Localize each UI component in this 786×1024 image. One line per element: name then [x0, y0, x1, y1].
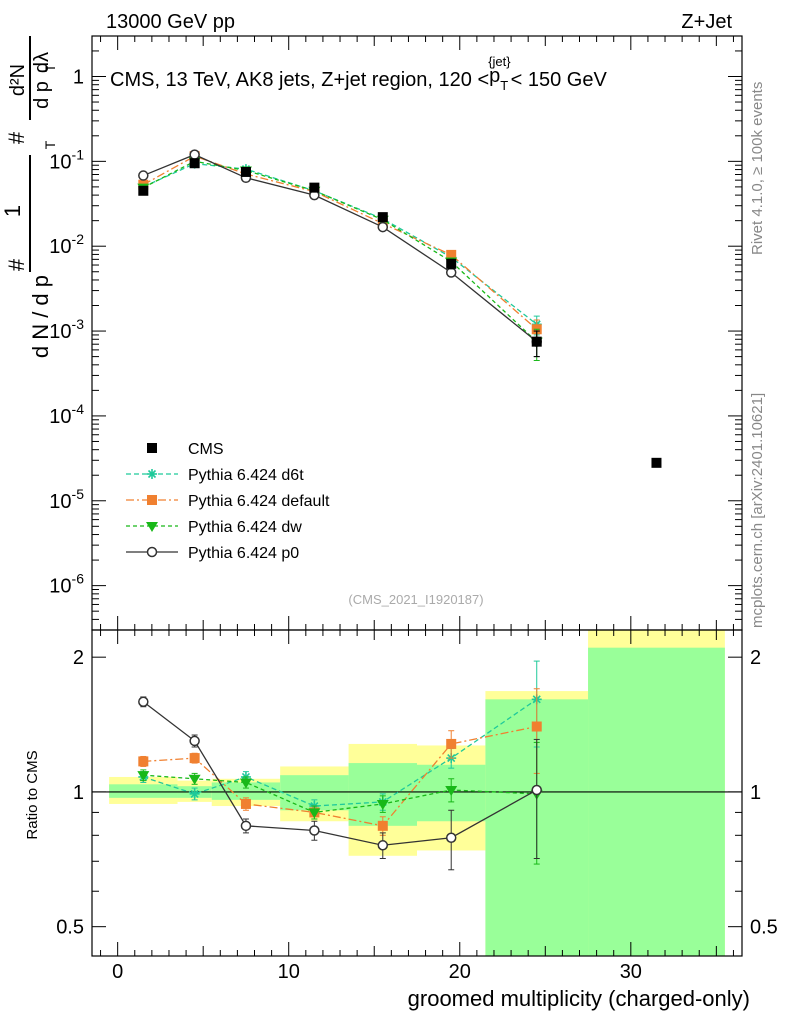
svg-text:1: 1 — [0, 205, 25, 217]
legend-label: Pythia 6.424 d6t — [188, 467, 304, 484]
x-tick-label: 20 — [449, 961, 471, 983]
legend-entry: Pythia 6.424 default — [126, 493, 330, 510]
svg-text:dλ: dλ — [31, 52, 53, 73]
ratio-point — [138, 696, 149, 708]
legend-entry: CMS — [147, 441, 224, 458]
data-point — [138, 170, 149, 181]
legend-entry: Pythia 6.424 p0 — [126, 545, 299, 562]
ratio-point — [446, 738, 457, 749]
rivet-label: Rivet 4.1.0, ≥ 100k events — [749, 82, 766, 255]
ratio-band-green — [588, 647, 725, 956]
data-point — [446, 249, 457, 260]
ratio-ylabel: Ratio to CMS — [24, 750, 41, 839]
legend-entry: Pythia 6.424 d6t — [126, 467, 304, 484]
svg-text:T: T — [42, 140, 58, 149]
ratio-band-green — [109, 784, 178, 798]
svg-text:#: # — [4, 258, 29, 271]
ratio-y-tick-label-right: 1 — [750, 782, 761, 804]
data-point — [189, 158, 200, 169]
svg-text:d N / d p: d N / d p — [28, 275, 53, 358]
ratio-point — [445, 785, 458, 796]
x-axis-label: groomed multiplicity (charged-only) — [408, 986, 750, 1011]
ratio-point — [308, 808, 321, 819]
legend-label: CMS — [188, 441, 224, 458]
marker-stroke — [190, 789, 199, 798]
ratio-point — [376, 799, 389, 810]
series-line — [142, 155, 538, 330]
ratio-point — [189, 753, 200, 764]
data-point — [651, 457, 662, 468]
ratio-y-tick-label: 2 — [73, 647, 84, 669]
ratio-point — [137, 771, 150, 782]
legend-entry: Pythia 6.424 dw — [126, 519, 302, 536]
main-ylabel: # 1 d N / d p T # d²N d p T dλ — [0, 36, 58, 358]
ratio-point — [531, 721, 542, 732]
ratio-point — [377, 820, 388, 831]
data-point — [377, 212, 388, 223]
x-tick-label: 30 — [620, 961, 642, 983]
marker-stroke — [147, 469, 157, 479]
ratio-frame — [91, 629, 743, 957]
svg-text:#: # — [4, 131, 29, 144]
series-pythia-6-424-d6t — [138, 158, 542, 813]
x-tick-label: 0 — [112, 961, 123, 983]
legend-label: Pythia 6.424 p0 — [188, 545, 299, 562]
ratio-point — [240, 820, 252, 832]
data-point — [189, 149, 200, 160]
main-y-tick-label: 10-3 — [49, 316, 84, 343]
main-y-tick-label: 10-6 — [49, 571, 84, 598]
header-left: 13000 GeV pp — [106, 11, 235, 33]
ratio-y-tick-label: 1 — [73, 782, 84, 804]
ratio-point — [240, 798, 251, 809]
legend-marker — [146, 546, 158, 558]
series-line — [143, 153, 538, 343]
ratio-point — [188, 774, 201, 785]
main-frame — [91, 35, 743, 631]
svg-text:d p: d p — [31, 81, 53, 109]
legend-marker — [147, 495, 157, 505]
ratio-point — [189, 735, 200, 747]
ratio-y-tick-label-right: 0.5 — [750, 917, 778, 939]
legend-label: Pythia 6.424 default — [188, 493, 330, 510]
main-y-tick-label: 10-2 — [49, 231, 84, 258]
ratio-point — [239, 778, 252, 789]
analysis-tag: (CMS_2021_I1920187) — [348, 592, 483, 607]
ratio-point — [377, 840, 389, 851]
legend-marker — [147, 469, 157, 479]
ratio-point — [309, 825, 320, 836]
ratio-point — [445, 832, 457, 844]
ratio-point — [189, 788, 200, 799]
header-right: Z+Jet — [681, 11, 732, 33]
data-point — [377, 221, 389, 233]
svg-text:T: T — [42, 63, 58, 72]
svg-text:d²N: d²N — [7, 64, 29, 96]
series-line — [143, 162, 538, 325]
ratio-point — [531, 784, 542, 796]
legend-marker — [147, 443, 157, 453]
main-y-tick-label: 1 — [73, 66, 84, 88]
data-point — [309, 182, 320, 193]
data-point — [138, 185, 149, 196]
ratio-y-tick-label-right: 2 — [750, 647, 761, 669]
chart-title: CMS, 13 TeV, AK8 jets, Z+jet region, 120… — [110, 54, 607, 93]
main-y-tick-label: 10-5 — [49, 486, 84, 513]
ratio-point — [138, 756, 149, 767]
legend-marker — [146, 522, 158, 532]
ratio-band-green — [211, 782, 281, 800]
legend-label: Pythia 6.424 dw — [188, 519, 302, 536]
data-point — [240, 166, 251, 177]
ratio-y-tick-label: 0.5 — [56, 917, 84, 939]
mcplots-label: mcplots.cern.ch [arXiv:2401.10621] — [749, 393, 766, 628]
series-cms — [138, 158, 662, 468]
series-line — [143, 160, 538, 343]
main-y-tick-label: 10-4 — [49, 401, 84, 428]
data-point — [446, 258, 457, 269]
x-tick-label: 10 — [278, 961, 300, 983]
main-y-tick-label: 10-1 — [49, 146, 84, 173]
data-point — [531, 336, 542, 347]
